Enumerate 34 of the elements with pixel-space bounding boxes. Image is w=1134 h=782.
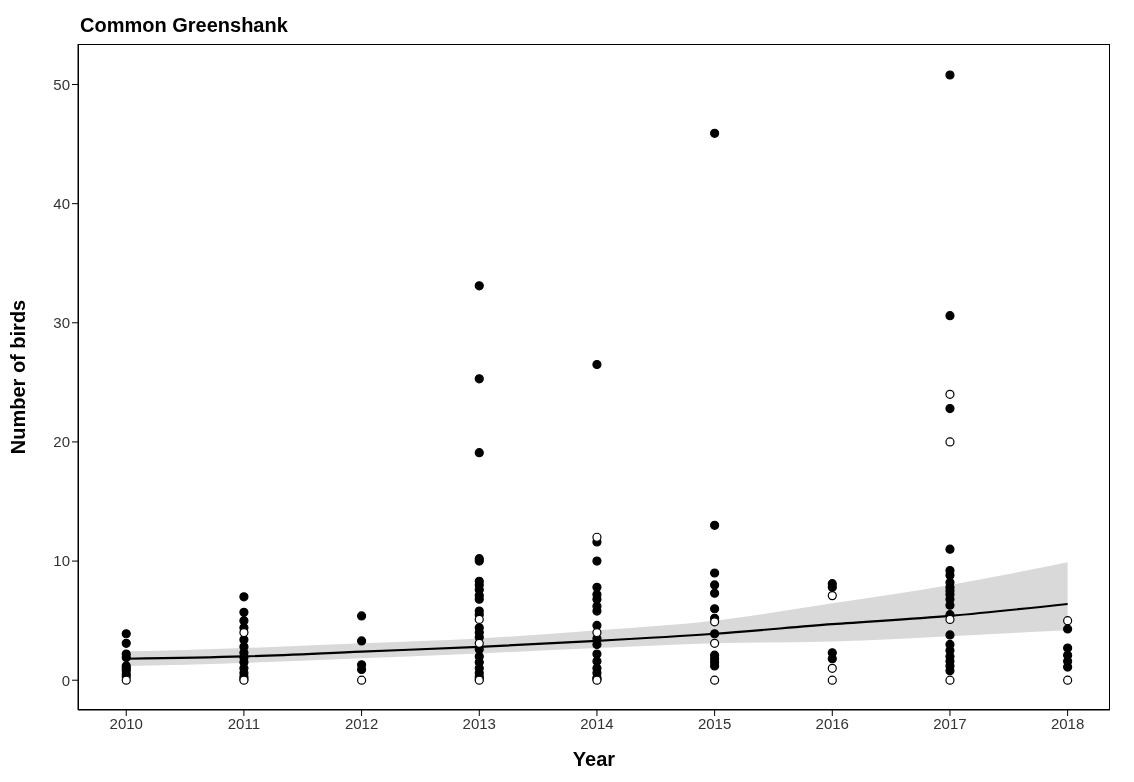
y-tick-label: 20 [53,433,70,451]
point [945,675,955,685]
point [239,627,249,638]
x-tick-label: 2017 [933,714,967,732]
x-tick-label: 2010 [109,714,143,732]
chart-title: Common Greenshank [80,14,288,37]
x-tick-label: 2014 [580,714,614,732]
y-tick-label: 0 [61,671,70,689]
point [827,675,837,685]
y-tick-label: 50 [53,75,70,93]
x-tick-label: 2012 [344,714,379,732]
point [592,627,602,638]
x-tick-label: 2011 [227,714,261,732]
point [474,638,484,648]
point [356,675,367,685]
x-tick-label: 2013 [462,714,496,732]
point [827,591,837,601]
point [710,675,720,685]
point [1063,616,1073,626]
y-tick-label: 40 [53,194,70,212]
y-tick-label: 30 [53,314,70,332]
y-axis-title: Number of birds [7,299,30,455]
point [592,532,602,542]
point [710,638,720,648]
x-tick-label: 2018 [1050,714,1085,732]
point [945,437,955,447]
x-tick-label: 2016 [815,714,849,732]
point [710,617,720,627]
y-tick-label: 10 [53,552,70,570]
x-axis-title: Year [572,748,616,770]
point [827,663,837,673]
point [945,389,955,399]
x-tick-label: 2015 [697,714,732,732]
point [1063,675,1073,685]
